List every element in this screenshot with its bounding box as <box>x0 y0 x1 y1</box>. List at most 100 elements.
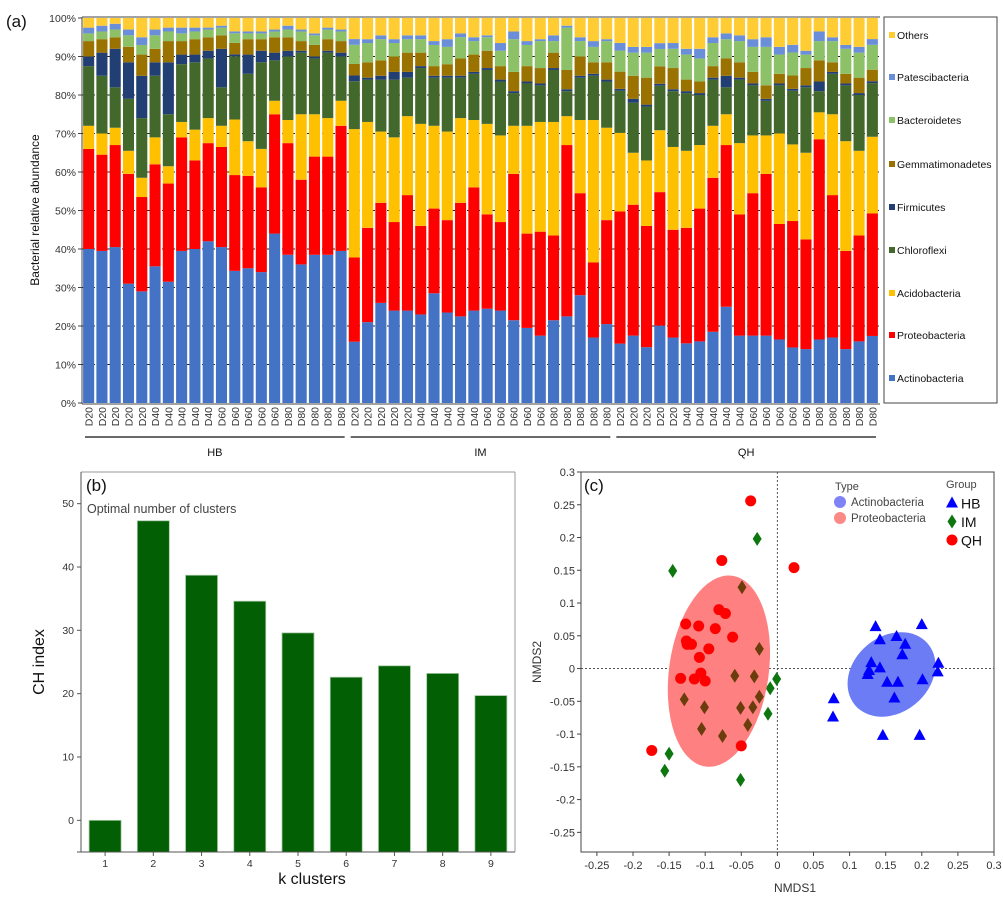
x-tick-label: D80 <box>854 407 866 426</box>
x-tick-label: D60 <box>774 407 786 426</box>
bar-segment-bacteroidetes <box>362 43 374 63</box>
x-tick-label: D40 <box>442 407 454 426</box>
bar-segment-bacteroidetes <box>521 44 533 67</box>
bar-segment-others <box>866 18 878 40</box>
bar-segment-gemmatimonadetes <box>388 56 400 72</box>
bar-segment-acidobacteria <box>826 114 839 196</box>
bar-segment-actinobacteria <box>362 322 374 403</box>
bar-segment-others <box>733 18 746 36</box>
im-diamond-marker <box>763 706 773 721</box>
bar-segment-firmicutes <box>122 62 135 99</box>
bar-segment-chloroflexi <box>853 95 865 151</box>
bar-segment-bacteroidetes <box>375 39 387 61</box>
qh-circle-marker <box>735 740 747 752</box>
bar-segment-others <box>654 18 666 44</box>
bar-segment-acidobacteria <box>308 114 320 157</box>
bar-segment-acidobacteria <box>441 131 453 221</box>
bar-segment-actinobacteria <box>149 266 161 403</box>
bar-segment-acidobacteria <box>428 125 440 209</box>
bar-segment-gemmatimonadetes <box>641 77 653 105</box>
bar-segment-gemmatimonadetes <box>680 79 692 92</box>
stacked-bar <box>747 18 759 403</box>
bar-segment-acidobacteria <box>415 123 427 226</box>
panel-b-x-ticks: 1 2 3 4 5 6 7 8 9 <box>102 852 494 870</box>
bar-segment-actinobacteria <box>787 347 799 403</box>
x-tick-label: 1 <box>102 858 108 870</box>
bar <box>136 520 170 853</box>
bar-segment-proteobacteria <box>813 139 825 340</box>
legend-label: Actinobacteria <box>897 373 964 385</box>
bar-segment-bacteroidetes <box>428 44 440 67</box>
bar-segment-patescibacteria <box>96 25 108 32</box>
x-tick-label: D80 <box>602 407 614 426</box>
bar-segment-proteobacteria <box>627 204 639 336</box>
bar-segment-acidobacteria <box>548 121 560 236</box>
bar-segment-firmicutes <box>813 81 825 92</box>
bar-segment-firmicutes <box>534 83 546 86</box>
bar-segment-bacteroidetes <box>508 39 520 72</box>
bar-segment-acidobacteria <box>733 143 746 215</box>
x-tick-label: D60 <box>243 407 255 426</box>
bar-segment-patescibacteria <box>189 27 201 32</box>
bar-segment-bacteroidetes <box>441 46 453 65</box>
x-tick-label: D20 <box>668 407 680 426</box>
bar-segment-chloroflexi <box>269 60 281 101</box>
qh-circle-marker <box>788 562 800 574</box>
bar-segment-chloroflexi <box>468 73 480 121</box>
x-tick-label: D60 <box>535 407 547 426</box>
bar-segment-chloroflexi <box>441 77 453 132</box>
hb-triangle-marker <box>827 692 840 704</box>
hb-triangle-marker <box>826 710 839 722</box>
bar-segment-others <box>202 18 214 28</box>
bar-segment-gemmatimonadetes <box>866 69 878 82</box>
stacked-bar <box>322 18 334 403</box>
bar-segment-actinobacteria <box>534 335 546 403</box>
bar-segment-gemmatimonadetes <box>654 66 666 84</box>
legend-item: Proteobacteria <box>889 330 965 342</box>
bar-segment-bacteroidetes <box>122 35 135 47</box>
bar-segment-actinobacteria <box>401 310 413 403</box>
y-tick-label: -0.15 <box>550 762 575 774</box>
stacked-bar <box>428 18 440 403</box>
legend-type-item: Proteobacteria <box>834 512 926 525</box>
im-diamond-marker <box>660 763 670 778</box>
bar-segment-patescibacteria <box>548 35 560 42</box>
bar-segment-actinobacteria <box>109 247 121 403</box>
y-tick-label: 0.15 <box>554 565 575 577</box>
bar-segment-chloroflexi <box>800 87 812 153</box>
bar-segment-others <box>149 18 161 30</box>
bar-segment-acidobacteria <box>295 114 307 180</box>
bar-segment-firmicutes <box>773 83 785 86</box>
bar-segment-firmicutes <box>521 81 533 84</box>
bar-segment-acidobacteria <box>773 133 785 224</box>
bar-segment-firmicutes <box>96 52 108 76</box>
x-tick-label: D40 <box>163 407 175 426</box>
bar-segment-patescibacteria <box>826 37 839 42</box>
bar-segment-gemmatimonadetes <box>189 39 201 55</box>
bar-segment-proteobacteria <box>189 160 201 249</box>
bar-segment-others <box>521 18 533 42</box>
stacked-bar <box>455 18 467 403</box>
bar-segment-patescibacteria <box>388 39 400 44</box>
hb-triangle-marker <box>913 728 926 740</box>
im-diamond-marker <box>736 772 746 787</box>
x-tick-label: D80 <box>828 407 840 426</box>
bar-segment-others <box>375 18 387 36</box>
bar-segment-firmicutes <box>229 54 241 57</box>
bar-segment-proteobacteria <box>348 257 360 342</box>
stacked-bar <box>242 18 254 403</box>
bar-segment-acidobacteria <box>215 125 228 147</box>
bar-segment-chloroflexi <box>587 75 599 121</box>
bar-segment-acidobacteria <box>388 137 400 223</box>
bar-segment-actinobacteria <box>747 335 759 403</box>
bar-segment-bacteroidetes <box>415 39 427 53</box>
bar-segment-acidobacteria <box>747 135 759 194</box>
bar-segment-chloroflexi <box>601 81 613 128</box>
panel-c-y-axis-title: NMDS2 <box>530 641 544 683</box>
x-tick-label: D20 <box>402 407 414 426</box>
x-tick-label: D80 <box>336 407 348 426</box>
bar-segment-chloroflexi <box>654 85 666 131</box>
group-label: IM <box>474 447 486 459</box>
bar-segment-acidobacteria <box>255 148 267 188</box>
bar-segment-patescibacteria <box>255 31 267 34</box>
